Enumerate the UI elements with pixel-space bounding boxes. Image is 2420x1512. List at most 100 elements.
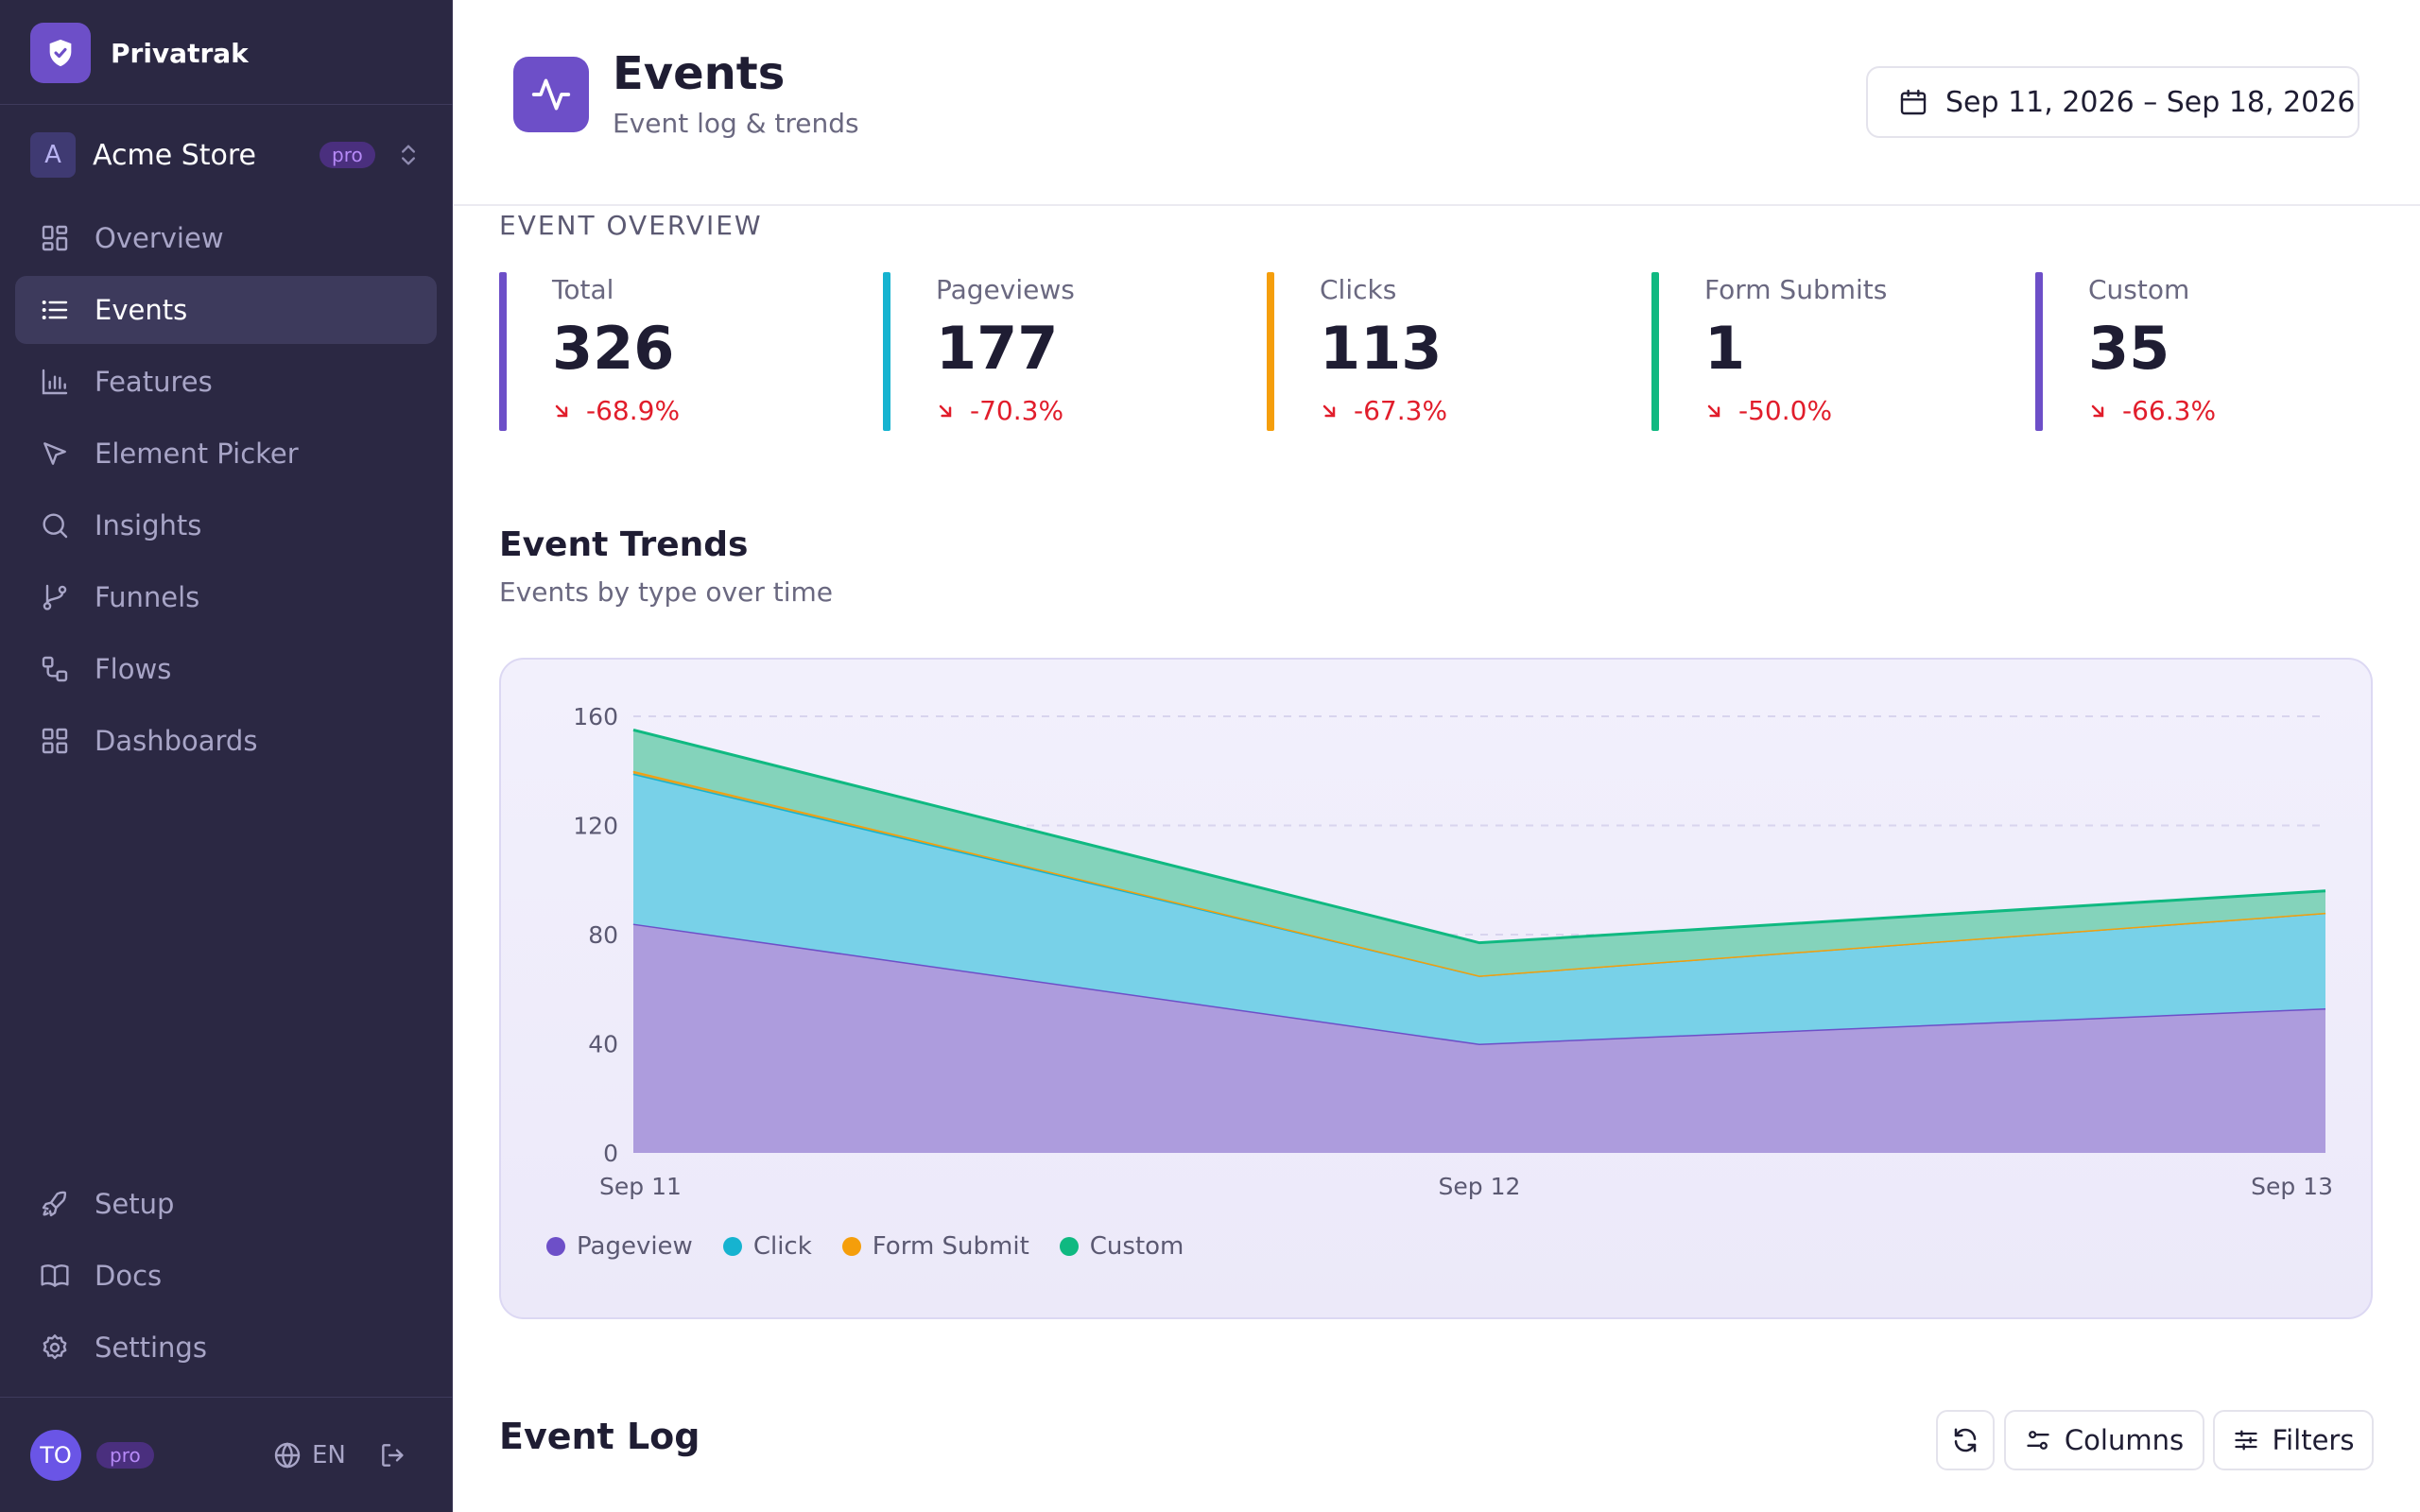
stat-color-bar bbox=[2035, 272, 2043, 431]
stat-change: -70.3% bbox=[936, 395, 1063, 426]
legend-dot bbox=[1059, 1237, 1079, 1256]
legend-label: Custom bbox=[1089, 1232, 1184, 1261]
sidebar-item-features[interactable]: Features bbox=[15, 348, 437, 416]
stat-value: 326 bbox=[552, 314, 675, 383]
line-custom bbox=[632, 728, 2326, 945]
sidebar-item-label: Flows bbox=[95, 653, 172, 685]
stat-label: Custom bbox=[2088, 274, 2190, 305]
activity-icon bbox=[513, 57, 589, 132]
stat-card-clicks: Clicks 113 -67.3% bbox=[1267, 272, 1626, 431]
sidebar-item-insights[interactable]: Insights bbox=[15, 491, 437, 559]
stat-value: 35 bbox=[2088, 314, 2170, 383]
stat-label: Pageviews bbox=[936, 274, 1075, 305]
sidebar-item-label: Settings bbox=[95, 1332, 207, 1364]
sidebar-item-overview[interactable]: Overview bbox=[15, 204, 437, 272]
branch-icon bbox=[38, 580, 72, 614]
area-custom bbox=[633, 730, 2325, 976]
legend-item-form-submit[interactable]: Form Submit bbox=[841, 1232, 1029, 1261]
sidebar-item-flows[interactable]: Flows bbox=[15, 635, 437, 703]
stat-card-custom: Custom 35 -66.3% bbox=[2035, 272, 2394, 431]
shield-logo-icon bbox=[30, 23, 91, 83]
workspace-switcher[interactable]: A Acme Store pro bbox=[30, 132, 427, 178]
workspace-name: Acme Store bbox=[93, 138, 256, 172]
overview-section-label: EVENT OVERVIEW bbox=[499, 210, 763, 241]
flow-icon bbox=[38, 652, 72, 686]
search-icon bbox=[38, 508, 72, 542]
user-avatar[interactable]: TO bbox=[30, 1430, 81, 1481]
brand-name: Privatrak bbox=[111, 37, 249, 69]
stat-change-value: -68.9% bbox=[586, 395, 681, 426]
sidebar-item-dashboards[interactable]: Dashboards bbox=[15, 707, 437, 775]
sidebar-item-label: Funnels bbox=[95, 581, 200, 613]
arrow-down-right-icon bbox=[555, 404, 568, 417]
sidebar-item-events[interactable]: Events bbox=[15, 276, 437, 344]
sidebar-item-label: Events bbox=[95, 294, 188, 326]
stat-value: 113 bbox=[1320, 314, 1443, 383]
arrow-down-right-icon bbox=[1707, 404, 1720, 417]
sidebar-item-label: Element Picker bbox=[95, 438, 299, 470]
sidebar-item-settings[interactable]: Settings bbox=[15, 1314, 437, 1382]
brand[interactable]: Privatrak bbox=[30, 23, 249, 83]
stat-card-form-submits: Form Submits 1 -50.0% bbox=[1651, 272, 2011, 431]
stat-change: -67.3% bbox=[1320, 395, 1447, 426]
y-tick-label: 40 bbox=[588, 1031, 618, 1058]
stat-value: 177 bbox=[936, 314, 1059, 383]
stat-color-bar bbox=[1651, 272, 1659, 431]
trends-subtitle: Events by type over time bbox=[499, 576, 833, 608]
legend-label: Form Submit bbox=[872, 1232, 1029, 1261]
sidebar-item-docs[interactable]: Docs bbox=[15, 1242, 437, 1310]
refresh-button[interactable] bbox=[1936, 1410, 1995, 1470]
x-tick-label: Sep 13 bbox=[2251, 1173, 2333, 1200]
stat-change-value: -67.3% bbox=[1354, 395, 1448, 426]
sidebar-item-label: Docs bbox=[95, 1260, 163, 1292]
dashboard-icon bbox=[38, 724, 72, 758]
sidebar-item-label: Overview bbox=[95, 222, 224, 254]
sidebar: Privatrak A Acme Store pro Overview Even… bbox=[0, 0, 453, 1512]
language-switcher[interactable]: EN bbox=[272, 1440, 346, 1470]
gear-icon bbox=[38, 1331, 72, 1365]
stat-card-pageviews: Pageviews 177 -70.3% bbox=[883, 272, 1242, 431]
filter-icon bbox=[2234, 1430, 2257, 1451]
trends-title: Event Trends bbox=[499, 525, 749, 564]
x-tick-label: Sep 11 bbox=[599, 1173, 682, 1200]
refresh-icon bbox=[1954, 1428, 1977, 1452]
stat-value: 1 bbox=[1704, 314, 1746, 383]
sidebar-item-funnels[interactable]: Funnels bbox=[15, 563, 437, 631]
arrow-down-right-icon bbox=[939, 404, 952, 417]
bar-chart-icon bbox=[38, 365, 72, 399]
date-range-picker[interactable]: Sep 11, 2026 – Sep 18, 2026 bbox=[1866, 66, 2360, 138]
logout-icon[interactable] bbox=[378, 1440, 408, 1474]
sidebar-item-setup[interactable]: Setup bbox=[15, 1170, 437, 1238]
sliders-icon bbox=[2027, 1431, 2049, 1450]
globe-icon bbox=[274, 1442, 301, 1469]
workspace-avatar: A bbox=[30, 132, 76, 178]
legend-item-custom[interactable]: Custom bbox=[1059, 1232, 1184, 1261]
sidebar-item-element-picker[interactable]: Element Picker bbox=[15, 420, 437, 488]
list-icon bbox=[38, 293, 72, 327]
stat-change: -68.9% bbox=[552, 395, 680, 426]
stat-label: Form Submits bbox=[1704, 274, 1888, 305]
area-pageview bbox=[633, 923, 2325, 1153]
event-trends-chart: 0 40 80 120 160 Sep 11 Sep 12 Sep 13 Pageview C… bbox=[499, 658, 2373, 1319]
legend-item-pageview[interactable]: Pageview bbox=[546, 1232, 693, 1261]
stat-change: -50.0% bbox=[1704, 395, 1832, 426]
event-log-title: Event Log bbox=[499, 1416, 700, 1457]
header-divider bbox=[454, 204, 2420, 206]
stat-change: -66.3% bbox=[2088, 395, 2216, 426]
stat-change-value: -66.3% bbox=[2122, 395, 2217, 426]
stat-color-bar bbox=[499, 272, 507, 431]
stat-label: Clicks bbox=[1320, 274, 1397, 305]
sidebar-divider bbox=[0, 104, 453, 105]
workspace-plan-badge: pro bbox=[320, 142, 375, 168]
book-icon bbox=[38, 1259, 72, 1293]
line-form-submit bbox=[632, 769, 2326, 977]
chevron-up-down-icon bbox=[395, 140, 422, 174]
stat-change-value: -50.0% bbox=[1738, 395, 1833, 426]
filters-button[interactable]: Filters bbox=[2213, 1410, 2374, 1470]
stat-color-bar bbox=[1267, 272, 1274, 431]
legend-item-click[interactable]: Click bbox=[722, 1232, 812, 1261]
cursor-icon bbox=[38, 437, 72, 471]
language-label: EN bbox=[312, 1441, 346, 1469]
columns-button[interactable]: Columns bbox=[2004, 1410, 2204, 1470]
sidebar-item-label: Insights bbox=[95, 509, 202, 541]
